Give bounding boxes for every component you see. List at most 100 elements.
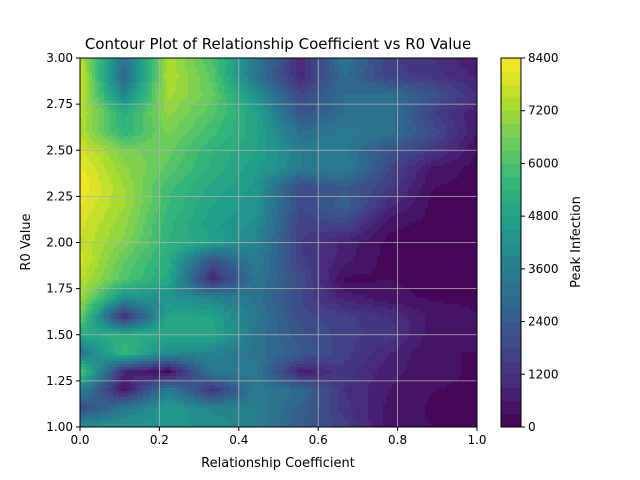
contour-cell — [329, 127, 333, 131]
contour-cell — [266, 73, 270, 77]
contour-cell — [332, 118, 336, 122]
contour-cell — [119, 70, 123, 74]
contour-cell — [341, 157, 345, 161]
contour-cell — [251, 133, 255, 137]
contour-cell — [371, 70, 375, 74]
contour-cell — [359, 106, 363, 110]
contour-cell — [272, 154, 276, 158]
contour-cell — [386, 67, 390, 71]
contour-cell — [104, 100, 108, 104]
contour-cell — [101, 133, 105, 137]
contour-cell — [398, 139, 402, 143]
contour-cell — [374, 160, 378, 164]
contour-cell — [257, 121, 261, 125]
contour-cell — [278, 133, 282, 137]
contour-cell — [161, 127, 165, 131]
contour-cell — [455, 67, 459, 71]
contour-cell — [440, 139, 444, 143]
contour-cell — [137, 103, 141, 107]
contour-cell — [344, 70, 348, 74]
contour-cell — [467, 94, 471, 98]
contour-cell — [83, 67, 87, 71]
contour-cell — [323, 139, 327, 143]
contour-cell — [461, 139, 465, 143]
contour-cell — [335, 103, 339, 107]
contour-cell — [260, 139, 264, 143]
contour-cell — [86, 64, 90, 68]
contour-cell — [131, 145, 135, 149]
contour-cell — [317, 85, 321, 89]
contour-cell — [146, 163, 150, 167]
contour-cell — [371, 160, 375, 164]
contour-cell — [320, 136, 324, 140]
contour-cell — [425, 100, 429, 104]
contour-cell — [353, 97, 357, 101]
contour-cell — [143, 115, 147, 119]
contour-cell — [131, 85, 135, 89]
contour-cell — [155, 76, 159, 80]
contour-cell — [365, 67, 369, 71]
contour-cell — [263, 106, 267, 110]
contour-cell — [308, 112, 312, 116]
contour-cell — [314, 142, 318, 146]
contour-cell — [98, 121, 102, 125]
contour-cell — [440, 103, 444, 107]
contour-cell — [359, 127, 363, 131]
contour-cell — [380, 100, 384, 104]
contour-cell — [89, 148, 93, 152]
contour-cell — [248, 103, 252, 107]
contour-cell — [104, 166, 108, 170]
contour-cell — [206, 163, 210, 167]
contour-cell — [86, 67, 90, 71]
contour-cell — [191, 58, 195, 62]
contour-cell — [212, 166, 216, 170]
contour-cell — [272, 73, 276, 77]
contour-cell — [263, 61, 267, 65]
contour-cell — [128, 97, 132, 101]
contour-cell — [89, 115, 93, 119]
contour-cell — [284, 73, 288, 77]
contour-cell — [107, 103, 111, 107]
contour-cell — [446, 61, 450, 65]
contour-cell — [353, 139, 357, 143]
contour-cell — [149, 136, 153, 140]
contour-cell — [176, 73, 180, 77]
contour-cell — [137, 64, 141, 68]
contour-cell — [236, 73, 240, 77]
contour-cell — [401, 127, 405, 131]
contour-cell — [113, 169, 117, 173]
contour-cell — [272, 166, 276, 170]
contour-cell — [257, 76, 261, 80]
contour-cell — [146, 88, 150, 92]
contour-cell — [191, 112, 195, 116]
contour-cell — [134, 151, 138, 155]
contour-cell — [284, 154, 288, 158]
contour-cell — [452, 163, 456, 167]
contour-cell — [179, 88, 183, 92]
contour-cell — [221, 130, 225, 134]
contour-cell — [452, 151, 456, 155]
contour-cell — [377, 133, 381, 137]
contour-cell — [434, 133, 438, 137]
contour-cell — [113, 115, 117, 119]
contour-cell — [413, 133, 417, 137]
contour-cell — [236, 148, 240, 152]
contour-cell — [323, 97, 327, 101]
contour-cell — [461, 160, 465, 164]
contour-cell — [224, 100, 228, 104]
contour-cell — [380, 166, 384, 170]
contour-cell — [113, 145, 117, 149]
contour-cell — [92, 64, 96, 68]
contour-cell — [188, 118, 192, 122]
contour-cell — [146, 133, 150, 137]
contour-cell — [80, 148, 84, 152]
contour-cell — [317, 154, 321, 158]
contour-cell — [197, 127, 201, 131]
contour-cell — [368, 73, 372, 77]
contour-cell — [356, 88, 360, 92]
contour-cell — [266, 160, 270, 164]
contour-cell — [230, 67, 234, 71]
contour-cell — [281, 91, 285, 95]
contour-cell — [317, 97, 321, 101]
contour-cell — [308, 58, 312, 62]
